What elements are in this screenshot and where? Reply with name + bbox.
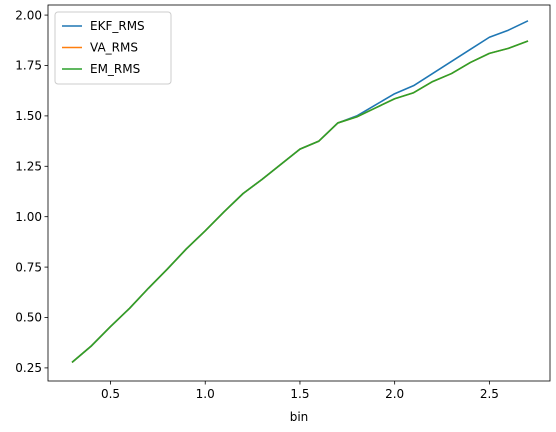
x-axis-title: bin	[290, 410, 309, 424]
y-tick-label: 1.25	[15, 159, 42, 173]
y-tick-label: 0.25	[15, 361, 42, 375]
series-line-em-rms	[71, 40, 529, 363]
series-layer	[71, 20, 529, 363]
x-tick-label: 2.0	[385, 387, 404, 401]
legend-label: VA_RMS	[90, 41, 138, 55]
y-tick-label: 1.00	[15, 210, 42, 224]
y-tick-label: 2.00	[15, 8, 42, 22]
legend-label: EM_RMS	[90, 62, 140, 76]
x-axis-ticks: 0.5 1.0 1.5 2.0 2.5	[101, 381, 499, 401]
plot-frame	[47, 4, 551, 382]
y-tick-label: 1.50	[15, 109, 42, 123]
legend-box	[54, 11, 172, 85]
y-tick-label: 0.50	[15, 311, 42, 325]
x-tick-label: 1.0	[196, 387, 215, 401]
x-tick-label: 0.5	[101, 387, 120, 401]
legend-label: EKF_RMS	[90, 19, 145, 33]
legend-items: EKF_RMS VA_RMS EM_RMS	[62, 19, 145, 76]
x-tick-label: 2.5	[480, 387, 499, 401]
legend: EKF_RMS VA_RMS EM_RMS	[54, 11, 172, 85]
x-tick-label: 1.5	[290, 387, 309, 401]
y-tick-label: 1.75	[15, 59, 42, 73]
y-axis-ticks: 0.25 0.50 0.75 1.00 1.25 1.50 1.75 2.00	[15, 8, 48, 375]
y-tick-label: 0.75	[15, 260, 42, 274]
